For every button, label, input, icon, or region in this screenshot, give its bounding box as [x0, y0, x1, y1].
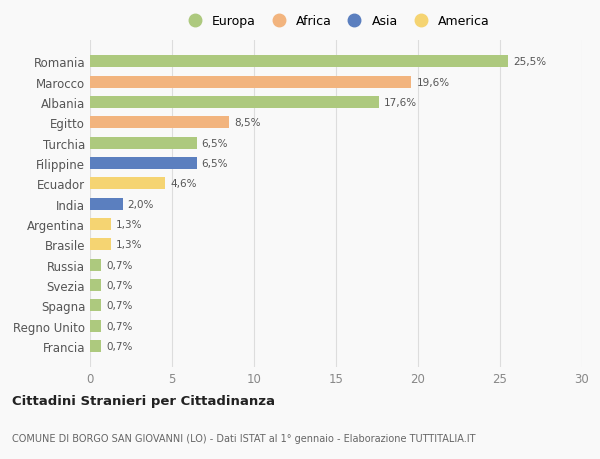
- Bar: [90, 117, 229, 129]
- Bar: [90, 97, 379, 109]
- Text: 25,5%: 25,5%: [513, 57, 546, 67]
- Bar: [90, 239, 112, 251]
- Bar: [90, 178, 166, 190]
- Text: 0,7%: 0,7%: [106, 280, 133, 291]
- Bar: [90, 218, 112, 230]
- Text: 4,6%: 4,6%: [170, 179, 197, 189]
- Bar: [90, 157, 197, 170]
- Text: 6,5%: 6,5%: [202, 139, 228, 148]
- Text: 0,7%: 0,7%: [106, 321, 133, 331]
- Bar: [90, 280, 101, 291]
- Bar: [90, 76, 412, 89]
- Bar: [90, 320, 101, 332]
- Bar: [90, 56, 508, 68]
- Text: COMUNE DI BORGO SAN GIOVANNI (LO) - Dati ISTAT al 1° gennaio - Elaborazione TUTT: COMUNE DI BORGO SAN GIOVANNI (LO) - Dati…: [12, 433, 476, 442]
- Legend: Europa, Africa, Asia, America: Europa, Africa, Asia, America: [182, 15, 490, 28]
- Text: 8,5%: 8,5%: [235, 118, 261, 128]
- Text: 2,0%: 2,0%: [128, 199, 154, 209]
- Bar: [90, 300, 101, 312]
- Text: 1,3%: 1,3%: [116, 219, 143, 230]
- Text: 0,7%: 0,7%: [106, 260, 133, 270]
- Text: 17,6%: 17,6%: [383, 98, 416, 108]
- Bar: [90, 198, 123, 210]
- Bar: [90, 259, 101, 271]
- Text: 0,7%: 0,7%: [106, 341, 133, 351]
- Text: 1,3%: 1,3%: [116, 240, 143, 250]
- Text: Cittadini Stranieri per Cittadinanza: Cittadini Stranieri per Cittadinanza: [12, 394, 275, 407]
- Text: 0,7%: 0,7%: [106, 301, 133, 311]
- Text: 19,6%: 19,6%: [416, 78, 449, 88]
- Bar: [90, 137, 197, 150]
- Text: 6,5%: 6,5%: [202, 159, 228, 168]
- Bar: [90, 340, 101, 353]
